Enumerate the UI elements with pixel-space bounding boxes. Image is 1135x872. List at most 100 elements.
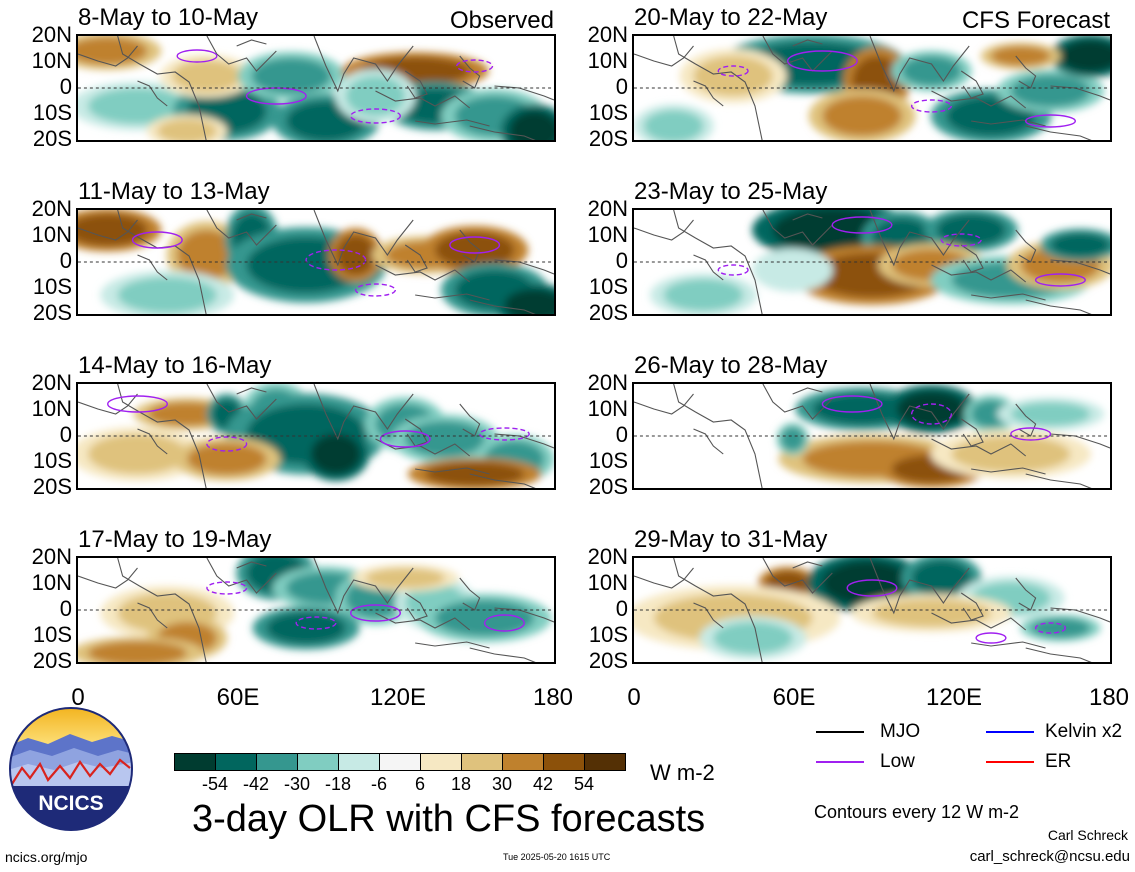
lat-label-20s: 20S xyxy=(588,474,628,499)
low-contour xyxy=(787,50,858,72)
contour-note: Contours every 12 W m-2 xyxy=(814,802,1020,822)
colorbar-label: -30 xyxy=(283,774,310,794)
olr-map-panel-4 xyxy=(632,208,1112,316)
coastline xyxy=(494,259,554,275)
coastline xyxy=(137,428,168,455)
coastline xyxy=(78,219,138,241)
coastline xyxy=(78,567,138,589)
lat-label-10s: 10S xyxy=(588,622,628,647)
lat-label-20n: 20N xyxy=(587,544,628,569)
lat-label-10n: 10N xyxy=(31,570,72,595)
coastline xyxy=(375,612,471,631)
coastline xyxy=(762,558,833,594)
coastline xyxy=(762,36,833,72)
olr-anomaly-blob xyxy=(147,402,227,426)
coastline xyxy=(869,558,970,615)
coastline xyxy=(236,213,267,221)
coastline xyxy=(206,210,277,246)
coastline xyxy=(960,418,984,447)
coastline xyxy=(469,647,536,662)
lat-label-10s: 10S xyxy=(32,100,72,125)
coastline xyxy=(415,467,490,475)
coastline xyxy=(415,641,490,649)
coastline xyxy=(313,36,414,93)
coastline xyxy=(1025,473,1092,488)
olr-anomaly-blob xyxy=(177,230,237,280)
timestamp: Tue 2025-05-20 1615 UTC xyxy=(503,852,611,862)
low-contour xyxy=(1010,427,1052,441)
colorbar-label: 54 xyxy=(573,774,595,794)
coastline xyxy=(236,561,267,569)
site-url: ncics.org/mjo xyxy=(5,849,88,865)
colorbar-swatch xyxy=(215,753,257,771)
colorbar-label: 42 xyxy=(532,774,554,794)
low-contour xyxy=(131,231,183,249)
credit-name: Carl Schreck xyxy=(1047,827,1128,843)
olr-anomaly-blob xyxy=(345,76,406,116)
low-contour xyxy=(379,430,431,448)
coastline xyxy=(137,254,168,281)
coastline xyxy=(673,558,763,662)
low-contour xyxy=(831,216,893,234)
low-contour xyxy=(206,436,248,452)
legend-label-low: Low xyxy=(880,751,915,772)
olr-map-panel-5 xyxy=(76,382,556,490)
coastline xyxy=(971,119,1046,127)
coastline xyxy=(1050,607,1110,623)
coastline xyxy=(469,125,536,140)
coastline xyxy=(404,592,428,621)
olr-map-panel-3 xyxy=(76,208,556,316)
olr-anomaly-blob xyxy=(425,462,525,486)
lat-label-0: 0 xyxy=(59,422,72,447)
units-label: W m-2 xyxy=(650,760,715,785)
low-contour xyxy=(478,427,530,441)
olr-anomaly-blob xyxy=(311,434,361,474)
coastline xyxy=(1025,647,1092,662)
lat-label-20n: 20N xyxy=(31,370,72,395)
olr-anomaly-blob xyxy=(971,400,1011,428)
coastline xyxy=(693,428,724,455)
lat-label-20n: 20N xyxy=(587,370,628,395)
lat-label-10n: 10N xyxy=(587,570,628,595)
coastline xyxy=(792,213,823,221)
lon-label-60e: 60E xyxy=(216,684,260,711)
coastline xyxy=(375,264,471,283)
coastline xyxy=(236,39,267,47)
lat-label-20s: 20S xyxy=(32,648,72,673)
low-contour xyxy=(940,233,982,247)
coastline xyxy=(78,45,138,67)
coastline xyxy=(375,438,471,457)
coastline xyxy=(971,641,1046,649)
lat-label-0: 0 xyxy=(59,248,72,273)
low-contour xyxy=(354,283,397,297)
olr-anomaly-blob xyxy=(1050,233,1110,257)
coastline xyxy=(1025,125,1092,140)
olr-anomaly-blob xyxy=(1010,75,1091,107)
low-contour xyxy=(1025,114,1076,128)
coastline xyxy=(971,467,1046,475)
coastline xyxy=(459,577,481,611)
colorbar-swatch xyxy=(297,753,339,771)
legend-label-er: ER xyxy=(1045,751,1072,772)
olr-map-panel-6 xyxy=(632,382,1112,490)
colorbar-swatch xyxy=(543,753,585,771)
logo-text: NCICS xyxy=(38,792,103,815)
coastline xyxy=(404,70,428,99)
colorbar-swatch xyxy=(502,753,544,771)
colorbar-swatch xyxy=(338,753,380,771)
legend-line-low xyxy=(816,761,864,763)
lon-label-60e-right: 60E xyxy=(772,684,816,711)
lat-label-10s: 10S xyxy=(588,274,628,299)
colorbar-swatch xyxy=(420,753,462,771)
olr-anomaly-blob xyxy=(991,46,1051,66)
forecast-tag: CFS Forecast xyxy=(961,7,1110,34)
lat-label-10s: 10S xyxy=(32,622,72,647)
ncics-logo: NCICS xyxy=(8,706,134,832)
coastline xyxy=(792,561,823,569)
olr-anomaly-blob xyxy=(187,443,267,475)
coastline xyxy=(404,244,428,273)
coastline xyxy=(634,45,694,67)
colorbar-swatch xyxy=(174,753,216,771)
olr-anomaly-blob xyxy=(87,434,188,474)
lat-label-10n: 10N xyxy=(587,396,628,421)
